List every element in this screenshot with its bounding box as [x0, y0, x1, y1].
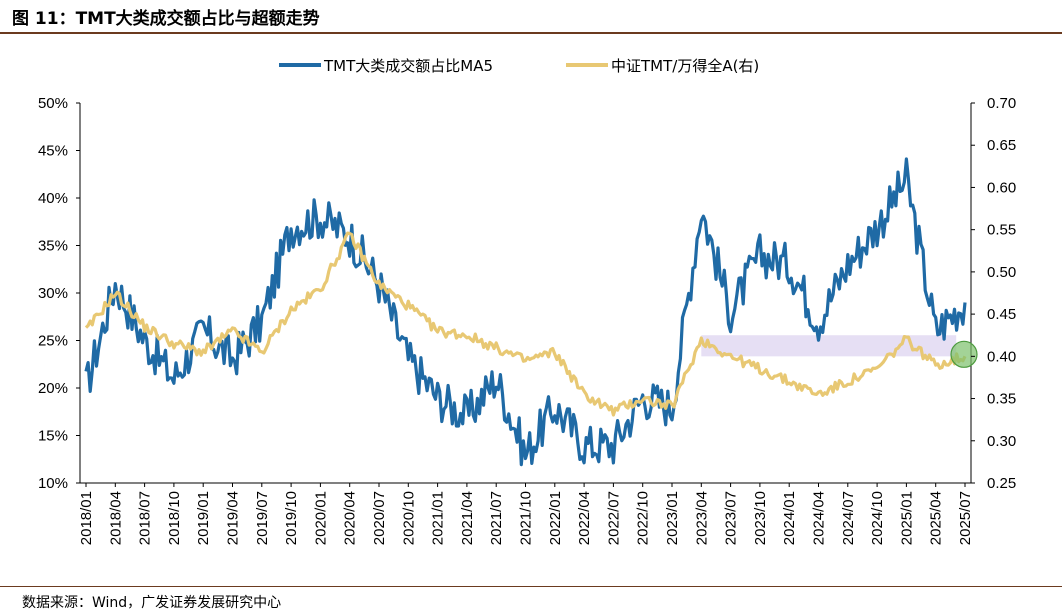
- x-tick-label: 2019/07: [254, 491, 271, 545]
- x-tick-label: 2023/01: [664, 491, 681, 545]
- x-tick-label: 2020/04: [342, 491, 359, 545]
- x-tick-label: 2020/01: [312, 491, 329, 545]
- right-tick-label: 0.70: [987, 95, 1016, 112]
- right-tick-label: 0.35: [987, 391, 1016, 408]
- x-tick-label: 2022/01: [547, 491, 564, 545]
- left-tick-label: 45%: [38, 143, 68, 160]
- left-tick-label: 10%: [38, 475, 68, 492]
- x-tick-label: 2021/04: [459, 491, 476, 545]
- series-line-tmt-share: [84, 157, 967, 467]
- x-tick-label: 2020/10: [400, 491, 417, 545]
- x-tick-label: 2023/07: [723, 491, 740, 545]
- x-tick-label: 2025/04: [928, 491, 945, 545]
- x-tick-label: 2022/07: [605, 491, 622, 545]
- left-tick-label: 20%: [38, 380, 68, 397]
- right-tick-label: 0.60: [987, 179, 1016, 196]
- x-tick-label: 2022/04: [576, 491, 593, 545]
- x-tick-label: 2018/10: [166, 491, 183, 545]
- x-tick-label: 2024/07: [840, 491, 857, 545]
- x-tick-label: 2018/07: [137, 491, 154, 545]
- x-tick-label: 2024/01: [781, 491, 798, 545]
- left-tick-label: 30%: [38, 285, 68, 302]
- legend-label-tmt-share: TMT大类成交额占比MA5: [323, 57, 493, 75]
- highlight-band: [701, 335, 957, 357]
- right-tick-label: 0.40: [987, 348, 1016, 365]
- x-tick-label: 2023/10: [752, 491, 769, 545]
- left-tick-label: 15%: [38, 428, 68, 445]
- left-tick-label: 40%: [38, 190, 68, 207]
- right-tick-label: 0.55: [987, 222, 1016, 239]
- x-tick-label: 2021/01: [430, 491, 447, 545]
- title-divider: [0, 32, 1062, 34]
- series-line-tmt-relative: [84, 231, 967, 417]
- source-note: 数据来源：Wind，广发证券发展研究中心: [22, 595, 282, 611]
- left-tick-label: 50%: [38, 95, 68, 112]
- x-tick-label: 2025/01: [898, 491, 915, 545]
- left-tick-label: 25%: [38, 333, 68, 350]
- right-tick-label: 0.45: [987, 306, 1016, 323]
- left-tick-label: 35%: [38, 238, 68, 255]
- highlight-circle: [950, 340, 978, 368]
- chart-title: 图 11：TMT大类成交额占比与超额走势: [12, 9, 320, 29]
- right-tick-label: 0.25: [987, 475, 1016, 492]
- x-tick-label: 2018/04: [107, 491, 124, 545]
- x-tick-label: 2020/07: [371, 491, 388, 545]
- x-tick-label: 2022/10: [635, 491, 652, 545]
- x-tick-label: 2021/10: [518, 491, 535, 545]
- x-tick-label: 2019/04: [225, 491, 242, 545]
- x-tick-label: 2023/04: [693, 491, 710, 545]
- footer-divider: [0, 586, 1062, 587]
- right-tick-label: 0.30: [987, 433, 1016, 450]
- x-tick-label: 2025/07: [957, 491, 974, 545]
- x-tick-label: 2021/07: [488, 491, 505, 545]
- right-tick-label: 0.65: [987, 137, 1016, 154]
- x-tick-label: 2018/01: [78, 491, 95, 545]
- chart-svg: 10% 15% 20% 25% 30% 35% 40% 45% 50% 0.25 0.30 0.35 0…: [38, 57, 1016, 545]
- x-tick-label: 2024/04: [811, 491, 828, 545]
- x-tick-label: 2019/01: [195, 491, 212, 545]
- right-tick-label: 0.50: [987, 264, 1016, 281]
- legend-label-tmt-relative: 中证TMT/万得全A(右): [611, 57, 759, 75]
- x-tick-label: 2024/10: [869, 491, 886, 545]
- x-tick-label: 2019/10: [283, 491, 300, 545]
